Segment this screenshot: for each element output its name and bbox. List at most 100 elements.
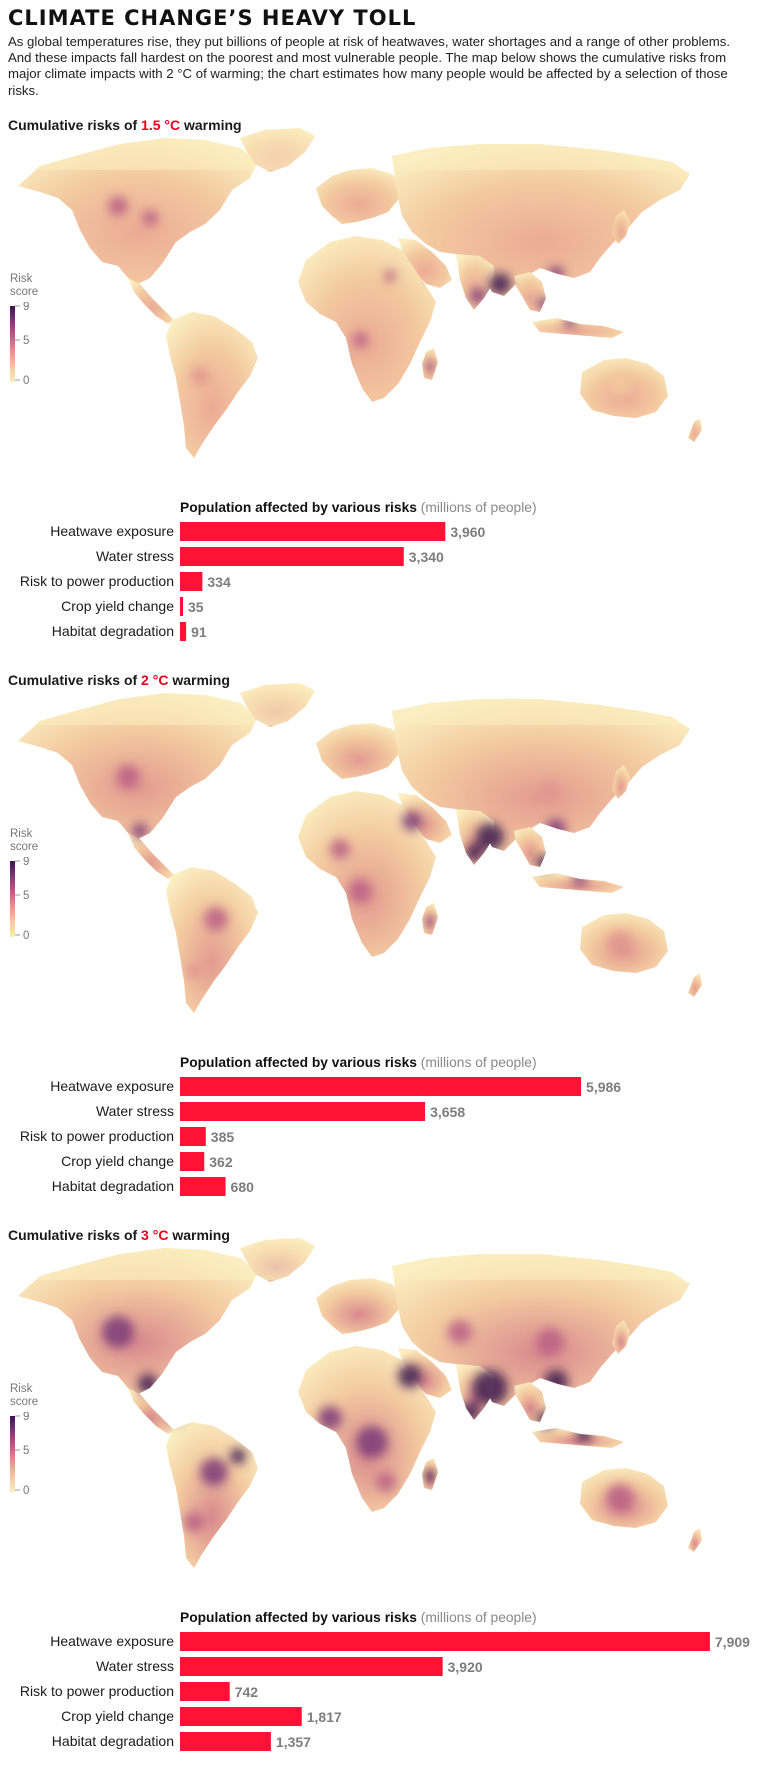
- japan-land: [612, 210, 630, 244]
- bar: [180, 1732, 271, 1751]
- bar: [180, 1077, 582, 1096]
- panel-1-5c: Cumulative risks of 1.5 °C warming Risk s…: [0, 116, 767, 656]
- bar-value-label: 91: [191, 624, 207, 640]
- bar-category-label: Risk to power production: [20, 1683, 174, 1699]
- panel-title: Cumulative risks of 1.5 °C warming: [8, 117, 242, 133]
- panel-2c: Cumulative risks of 2 °C warming Risk sco…: [0, 671, 767, 1211]
- warming-level: 2 °C: [141, 672, 169, 688]
- south-america-land: [166, 312, 258, 458]
- population-bar-chart: Heatwave exposure 3,960 Water stress 3,340 R…: [20, 522, 486, 641]
- bar-value-label: 3,960: [450, 524, 485, 540]
- legend-tick-label: 0: [23, 1485, 29, 1497]
- bars-title: Population affected by various risks (mi…: [180, 500, 537, 515]
- risk-score-legend: 9 5 0: [10, 857, 29, 942]
- legend-tick-label: 9: [23, 857, 29, 868]
- bar-value-label: 1,357: [276, 1734, 311, 1750]
- legend-color-ramp: [10, 306, 15, 382]
- bar-category-label: Water stress: [96, 1103, 174, 1119]
- bar-value-label: 3,658: [430, 1104, 465, 1120]
- bar-category-label: Risk to power production: [20, 573, 174, 589]
- bar: [180, 1102, 426, 1121]
- arabia-land: [398, 793, 452, 843]
- risk-map: [18, 1238, 702, 1568]
- south-america-land: [166, 1422, 258, 1568]
- bar: [180, 1127, 206, 1146]
- europe-land: [316, 168, 402, 224]
- bar-value-label: 35: [188, 599, 204, 615]
- japan-land: [612, 765, 630, 799]
- panel-title: Cumulative risks of 2 °C warming: [8, 672, 230, 688]
- bar-value-label: 3,920: [448, 1659, 483, 1675]
- bar-value-label: 742: [235, 1684, 259, 1700]
- bar: [180, 597, 183, 616]
- europe-land: [316, 1278, 402, 1334]
- bar-category-label: Crop yield change: [61, 1153, 174, 1169]
- page-title: CLIMATE CHANGE’S HEAVY TOLL: [8, 6, 417, 30]
- central-america-land: [128, 833, 174, 879]
- bar-category-label: Water stress: [96, 1658, 174, 1674]
- africa-land: [298, 236, 436, 402]
- legend-tick-label: 9: [23, 1412, 29, 1423]
- bar: [180, 1152, 205, 1171]
- bar: [180, 1632, 710, 1651]
- bar-category-label: Crop yield change: [61, 1708, 174, 1724]
- bar-value-label: 5,986: [586, 1079, 621, 1095]
- bar-category-label: Heatwave exposure: [50, 523, 174, 539]
- bar-category-label: Heatwave exposure: [50, 1633, 174, 1649]
- bar-value-label: 362: [209, 1154, 233, 1170]
- panel-3c: Cumulative risks of 3 °C warming Risk sco…: [0, 1226, 767, 1766]
- risk-map: [18, 683, 702, 1013]
- new-zealand-land: [688, 1528, 702, 1552]
- bar: [180, 522, 446, 541]
- south-america-land: [166, 867, 258, 1013]
- bar-category-label: Heatwave exposure: [50, 1078, 174, 1094]
- legend-tick-label: 5: [23, 335, 29, 347]
- legend-tick-label: 9: [23, 302, 29, 313]
- arabia-land: [398, 1348, 452, 1398]
- legend-title: Risk score: [10, 273, 39, 298]
- bar: [180, 1707, 302, 1726]
- legend-title: Risk score: [10, 1383, 39, 1408]
- bar-value-label: 385: [211, 1129, 235, 1145]
- bar-value-label: 334: [207, 574, 231, 590]
- legend-color-ramp: [10, 861, 15, 937]
- bar-value-label: 680: [231, 1179, 255, 1195]
- bars-title: Population affected by various risks (mi…: [180, 1055, 537, 1070]
- legend-tick-label: 0: [23, 930, 29, 942]
- population-bar-chart: Heatwave exposure 5,986 Water stress 3,658 R…: [20, 1077, 621, 1196]
- legend-tick-label: 0: [23, 375, 29, 387]
- warming-level: 3 °C: [141, 1227, 169, 1243]
- bar: [180, 572, 203, 591]
- bars-title: Population affected by various risks (mi…: [180, 1610, 537, 1625]
- bar-category-label: Water stress: [96, 548, 174, 564]
- bar-category-label: Habitat degradation: [52, 1733, 174, 1749]
- indonesia-land: [532, 318, 624, 338]
- bar-category-label: Habitat degradation: [52, 623, 174, 639]
- north-america-land: [18, 693, 258, 839]
- bar: [180, 1657, 443, 1676]
- risk-map: [18, 128, 702, 458]
- risk-score-legend: 9 5 0: [10, 1412, 29, 1497]
- north-america-land: [18, 138, 258, 284]
- legend-color-ramp: [10, 1416, 15, 1492]
- bar: [180, 547, 404, 566]
- bar: [180, 622, 187, 641]
- bar-value-label: 1,817: [307, 1709, 342, 1725]
- bar: [180, 1682, 230, 1701]
- north-america-land: [18, 1248, 258, 1394]
- intro-text: As global temperatures rise, they put bi…: [8, 34, 731, 98]
- legend-title: Risk score: [10, 828, 39, 853]
- japan-land: [612, 1320, 630, 1354]
- legend-tick-label: 5: [23, 890, 29, 902]
- bar-value-label: 3,340: [409, 549, 444, 565]
- panel-title: Cumulative risks of 3 °C warming: [8, 1227, 230, 1243]
- bar-value-label: 7,909: [715, 1634, 750, 1650]
- bar-category-label: Risk to power production: [20, 1128, 174, 1144]
- arabia-land: [398, 238, 452, 288]
- warming-level: 1.5 °C: [141, 117, 181, 133]
- population-bar-chart: Heatwave exposure 7,909 Water stress 3,920 R…: [20, 1632, 750, 1751]
- central-america-land: [128, 278, 174, 324]
- legend-tick-label: 5: [23, 1445, 29, 1457]
- new-zealand-land: [688, 418, 702, 442]
- new-zealand-land: [688, 973, 702, 997]
